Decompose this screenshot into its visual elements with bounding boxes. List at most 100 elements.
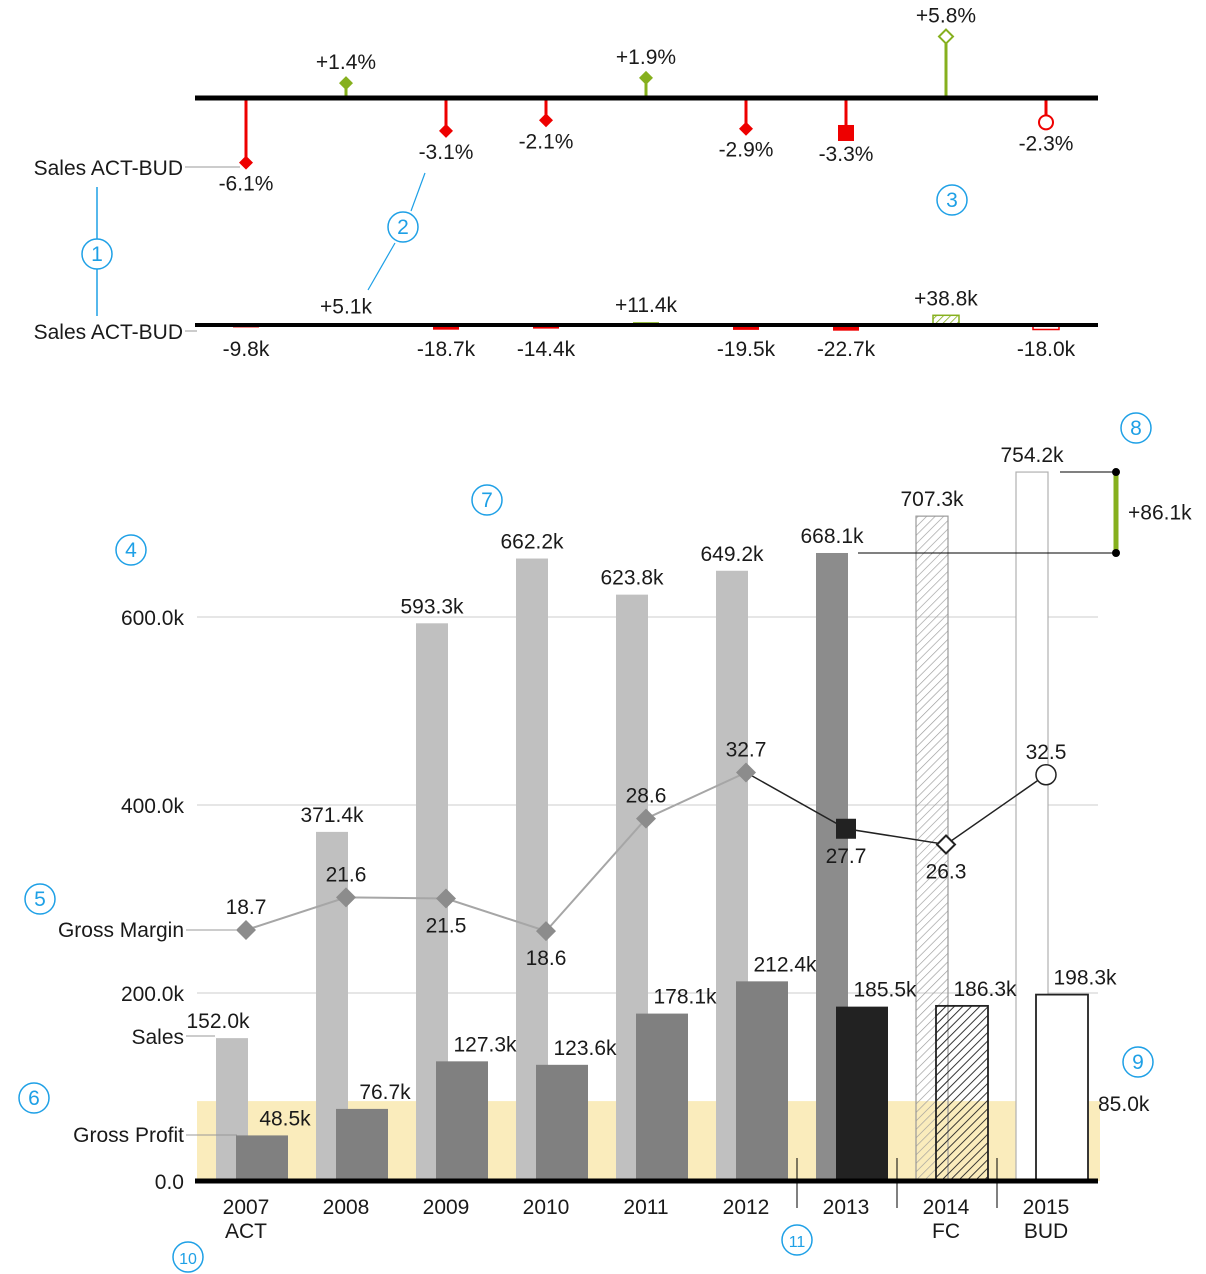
abs-value-label: +5.1k <box>320 296 372 319</box>
annotation-marker-circle <box>471 484 503 516</box>
annotation-marker-number: 9 <box>1132 1051 1144 1074</box>
gross-margin-point <box>636 808 656 829</box>
annotation-marker-circle <box>81 238 113 270</box>
marker-leader <box>410 172 426 212</box>
annotation-marker-number: 1 <box>91 243 103 266</box>
gross-margin-point <box>436 888 456 909</box>
annotation-marker-circle <box>172 1241 204 1273</box>
gross-margin-value-label: 18.7 <box>226 896 267 919</box>
difference-label: +86.1k <box>1128 502 1192 525</box>
gross-profit-bar-forecast <box>935 1004 989 1182</box>
y-tick-label: 0.0 <box>155 1171 184 1194</box>
gross-margin-line-act <box>245 771 747 933</box>
gross-margin-value-label: 27.7 <box>826 845 867 868</box>
series-label-gross-margin: Gross Margin <box>58 919 184 942</box>
gross-profit-value-label: 48.5k <box>259 1107 311 1130</box>
x-tick-label: 2013 <box>823 1196 870 1219</box>
difference-dot-bottom <box>1112 548 1120 557</box>
sales-value-label: 593.3k <box>400 595 464 618</box>
annotation-marker-circle <box>936 184 968 216</box>
abs-value-label: -22.7k <box>817 338 876 361</box>
abs-value-label: -9.8k <box>223 338 270 361</box>
pin-head-budget <box>1038 114 1054 131</box>
pin-value-label: +1.9% <box>616 46 676 69</box>
abs-deviation-bar <box>733 325 759 330</box>
sales-value-label: 649.2k <box>700 543 764 566</box>
x-tick-label: 2014 <box>923 1196 970 1219</box>
gross-profit-value-label: 123.6k <box>553 1037 617 1060</box>
pin-head <box>339 76 353 91</box>
annotation-marker-circle <box>115 534 147 566</box>
sales-value-label: 371.4k <box>300 804 364 827</box>
annotation-marker-circle <box>781 1224 813 1256</box>
gross-margin-value-label: 32.5 <box>1026 741 1067 764</box>
pin-head <box>539 113 553 128</box>
annotation-marker-number: 5 <box>34 888 46 911</box>
gross-margin-point-forecast <box>935 834 957 855</box>
annotation-marker-circle <box>24 883 56 915</box>
annotation-marker-number: 8 <box>1130 417 1142 440</box>
pin-head <box>639 70 653 85</box>
x-tick-label: 2010 <box>523 1196 570 1219</box>
sales-value-label: 668.1k <box>800 525 864 548</box>
pin-head <box>239 155 253 170</box>
gross-profit-value-label: 186.3k <box>953 978 1017 1001</box>
abs-deviation-bar <box>833 325 859 331</box>
gross-margin-point <box>236 920 256 940</box>
y-tick-label: 400.0k <box>121 795 185 818</box>
sales-value-label: 623.8k <box>600 567 664 590</box>
pin-head-current <box>838 124 854 141</box>
difference-dot-top <box>1112 468 1120 477</box>
gross-profit-value-label: 127.3k <box>453 1033 517 1056</box>
annotation-marker-number: 7 <box>481 489 493 512</box>
gross-profit-bar <box>336 1108 388 1181</box>
x-tick-label: 2011 <box>623 1196 668 1219</box>
pin-value-label: -3.3% <box>819 143 874 166</box>
abs-value-label: -14.4k <box>517 338 576 361</box>
gross-profit-bar-current <box>836 1006 888 1181</box>
pin-head-forecast <box>937 28 955 45</box>
sales-value-label: 707.3k <box>900 488 964 511</box>
reference-band-label: 85.0k <box>1098 1093 1150 1116</box>
gross-margin-value-label: 21.5 <box>426 915 467 938</box>
pin-value-label: -2.9% <box>719 139 774 162</box>
sales-value-label: 662.2k <box>500 531 564 554</box>
gross-margin-point-budget <box>1035 764 1057 786</box>
x-tick-sublabel: ACT <box>225 1220 267 1243</box>
gross-margin-value-label: 28.6 <box>626 785 667 808</box>
sales-value-label: 754.2k <box>1000 444 1064 467</box>
main-bar-chart: 85.0k 0.0 200.0k 400.0k 600.0k 152.0k 371.4k 59… <box>58 444 1192 1243</box>
annotation-marker-number: 10 <box>179 1251 197 1268</box>
pin-value-label: -3.1% <box>419 141 474 164</box>
pin-chart-sales-act-bud-percent: -6.1% +1.4% -3.1% -2.1% +1.9% -2.9% -3.3% +5.8%… <box>34 5 1098 196</box>
annotation-marker-number: 3 <box>946 189 958 212</box>
gross-margin-value-label: 32.7 <box>726 739 767 762</box>
x-tick-label: 2015 <box>1023 1196 1070 1219</box>
bar-chart-sales-act-bud-absolute: -9.8k +5.1k -18.7k -14.4k +11.4k -19.5k -22.7k… <box>34 287 1098 361</box>
annotation-marker-circle <box>1120 412 1152 444</box>
gross-profit-bar <box>536 1064 588 1181</box>
gross-margin-value-label: 26.3 <box>926 861 967 884</box>
gross-profit-value-label: 198.3k <box>1053 967 1117 990</box>
abs-value-label: -18.7k <box>417 338 476 361</box>
x-tick-sublabel: BUD <box>1024 1220 1068 1243</box>
gross-margin-value-label: 21.6 <box>326 863 367 886</box>
gross-profit-bar <box>236 1135 288 1181</box>
annotation-markers: 1 2 3 4 5 6 7 8 9 10 11 <box>18 172 1154 1273</box>
pin-head <box>739 121 753 136</box>
annotation-marker-number: 4 <box>125 539 137 562</box>
gross-profit-bar <box>736 981 788 1181</box>
gross-profit-value-label: 76.7k <box>359 1081 411 1104</box>
gross-profit-value-label: 178.1k <box>653 986 717 1009</box>
abs-value-label: -19.5k <box>717 338 776 361</box>
gross-margin-point <box>336 887 356 908</box>
pin-value-label: +1.4% <box>316 51 376 74</box>
x-tick-label: 2008 <box>323 1196 370 1219</box>
gross-profit-bar-budget <box>1035 993 1089 1182</box>
x-tick-sublabel: FC <box>932 1220 960 1243</box>
annotation-marker-circle <box>387 211 419 243</box>
abs-deviation-bar <box>433 325 459 330</box>
abs-value-label: -18.0k <box>1017 338 1076 361</box>
x-tick-label: 2012 <box>723 1196 770 1219</box>
pin-chart-label: Sales ACT-BUD <box>34 157 183 180</box>
